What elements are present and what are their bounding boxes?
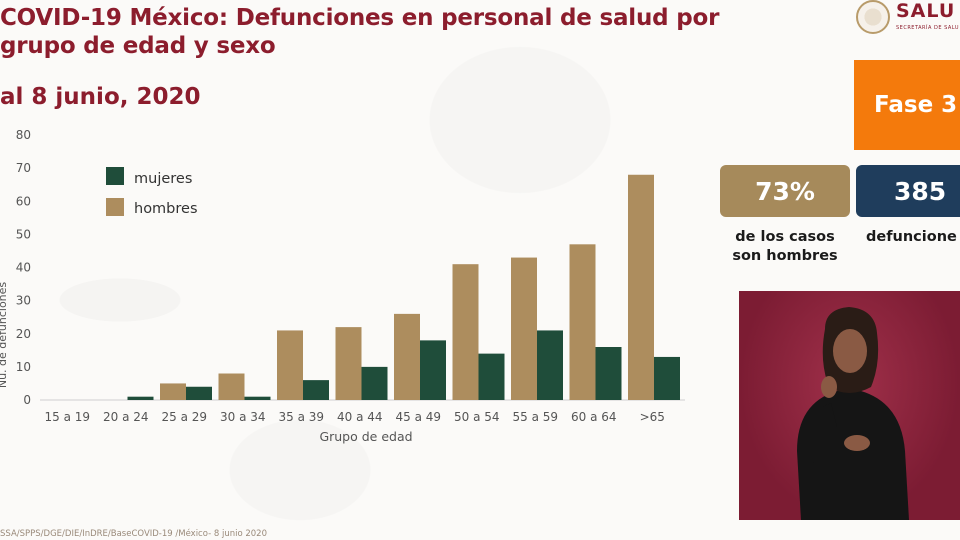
x-tick-label: 25 a 29	[161, 410, 207, 424]
page-title: COVID-19 México: Defunciones en personal…	[0, 4, 719, 60]
legend-label-mujeres: mujeres	[134, 171, 192, 187]
legend-swatch-hombres	[106, 198, 124, 216]
bar-mujeres	[244, 396, 271, 400]
logo-wordmark: SALU	[896, 0, 956, 22]
title-line-2: grupo de edad y sexo	[0, 33, 276, 59]
report-date: al 8 junio, 2020	[0, 84, 201, 110]
x-tick-label: 55 a 59	[512, 410, 558, 424]
y-tick-label: 50	[16, 227, 31, 241]
sign-language-interpreter-video	[739, 291, 960, 520]
bar-mujeres	[478, 353, 505, 400]
bar-hombres	[335, 327, 362, 400]
x-tick-label: 60 a 64	[571, 410, 617, 424]
y-tick-label: 30	[16, 294, 31, 308]
y-tick-label: 0	[23, 393, 31, 407]
x-axis-label: Grupo de edad	[319, 429, 412, 444]
x-tick-label: >65	[640, 410, 665, 424]
x-tick-label: 40 a 44	[337, 410, 383, 424]
phase-badge: Fase 3	[854, 60, 960, 150]
bar-mujeres	[595, 347, 622, 400]
bar-hombres	[628, 174, 654, 400]
bar-mujeres	[303, 380, 329, 400]
bar-hombres	[569, 244, 596, 400]
salud-logo: SALU SECRETARÍA DE SALU	[854, 0, 960, 40]
national-seal-icon	[856, 0, 890, 34]
bar-mujeres	[654, 356, 680, 400]
x-tick-label: 15 a 19	[44, 410, 90, 424]
interpreter-silhouette	[797, 307, 909, 520]
bar-hombres	[277, 330, 303, 400]
legend-label-hombres: hombres	[134, 201, 198, 217]
chart-legend: mujeres hombres	[106, 167, 198, 217]
percent-label-line-2: son hombres	[732, 248, 838, 264]
y-tick-label: 40	[16, 261, 31, 275]
deaths-by-age-sex-chart: Nú. de defunciones 0 10 20 30 40 50 60 70 80 15 …	[0, 128, 685, 444]
x-tick-label: 35 a 39	[278, 410, 324, 424]
logo-subtitle: SECRETARÍA DE SALU	[896, 25, 959, 31]
x-tick-label: 50 a 54	[454, 410, 500, 424]
bar-mujeres	[127, 396, 154, 400]
percent-label-line-1: de los casos	[735, 229, 835, 245]
title-line-1: COVID-19 México: Defunciones en personal…	[0, 5, 720, 31]
deaths-count-badge: 385	[856, 165, 960, 217]
x-tick-label: 30 a 34	[220, 410, 266, 424]
deaths-label: defuncione	[866, 229, 957, 245]
y-tick-label: 10	[16, 360, 31, 374]
bar-hombres	[452, 264, 479, 400]
y-tick-label: 70	[16, 161, 31, 175]
bar-mujeres	[420, 340, 446, 400]
bar-hombres	[218, 373, 245, 400]
bar-mujeres	[186, 386, 212, 400]
percent-men-label: de los casos son hombres	[720, 228, 850, 266]
bar-hombres	[394, 313, 420, 400]
y-tick-label: 80	[16, 128, 31, 142]
y-tick-label: 60	[16, 194, 31, 208]
x-tick-label: 45 a 49	[395, 410, 441, 424]
legend-swatch-mujeres	[106, 167, 124, 185]
bar-hombres	[511, 257, 537, 400]
bar-mujeres	[361, 366, 388, 400]
x-axis-ticks: 15 a 19 20 a 24 25 a 29 30 a 34 35 a 39 40 a …	[44, 410, 664, 424]
bar-marks	[127, 174, 680, 400]
source-footnote: SSA/SPPS/DGE/DIE/InDRE/BaseCOVID-19 /Méx…	[0, 529, 268, 539]
bar-mujeres	[537, 330, 563, 400]
bar-hombres	[160, 383, 186, 400]
percent-men-badge: 73%	[720, 165, 850, 217]
y-tick-label: 20	[16, 327, 31, 341]
y-axis-label: Nú. de defunciones	[0, 282, 9, 389]
x-tick-label: 20 a 24	[103, 410, 149, 424]
y-axis-ticks: 0 10 20 30 40 50 60 70 80	[16, 128, 31, 407]
